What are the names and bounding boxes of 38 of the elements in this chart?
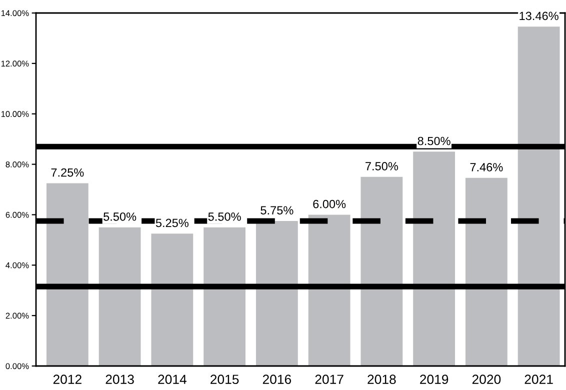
data-label: 5.75% [260,206,294,215]
y-tick-label: 2.00% [6,312,29,319]
x-tick-label: 2016 [262,374,292,384]
x-tick-label: 2017 [315,374,344,384]
bar [98,227,141,366]
x-tick-label: 2014 [158,374,186,384]
data-label: 13.46% [520,12,558,20]
bar [256,221,298,366]
y-tick-label: 10.00% [1,111,29,117]
data-label: 7.46% [470,163,503,172]
data-label: 6.00% [313,200,346,208]
x-tick-label: 2012 [53,374,82,384]
x-tick-label: 2018 [368,374,396,384]
x-tick-label: 2019 [420,374,448,384]
bar [204,227,246,366]
bar [360,176,403,366]
data-label: 5.50% [104,212,136,221]
x-tick-label: 2015 [210,374,239,384]
bar [308,214,350,366]
y-tick-label: 0.00% [6,363,29,370]
y-tick-label: 8.00% [6,161,29,168]
bar [518,26,560,366]
bar [46,183,88,366]
x-tick-label: 2021 [524,374,553,384]
y-tick-label: 6.00% [6,212,29,218]
data-label: 8.50% [418,136,450,146]
data-label: 7.50% [366,162,398,170]
data-label: 5.25% [156,218,188,228]
x-tick-label: 2020 [472,374,501,384]
bar [413,152,456,366]
bar [151,234,194,366]
y-tick-label: 4.00% [6,262,29,268]
y-tick-label: 14.00% [1,10,29,16]
y-tick-label: 12.00% [1,60,29,67]
data-label: 5.50% [208,212,241,221]
x-tick-label: 2013 [106,374,134,384]
bar [465,178,508,366]
data-label: 7.25% [51,168,84,177]
